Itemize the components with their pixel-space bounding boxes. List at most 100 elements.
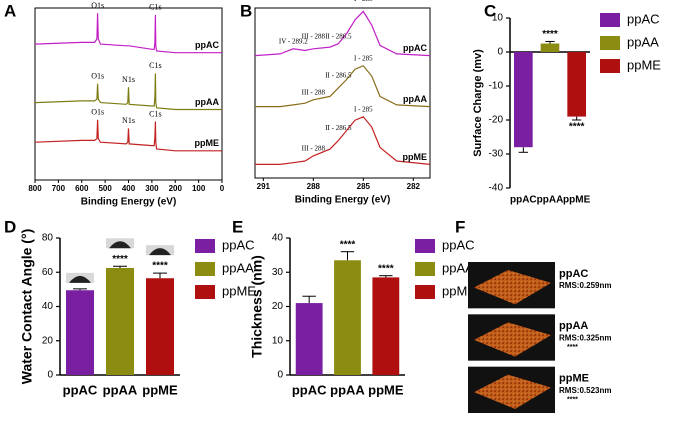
panel-letter: D	[4, 217, 16, 236]
x-tick-label: 500	[98, 184, 112, 193]
peak-label: O1s	[91, 72, 104, 81]
panel-letter: F	[455, 217, 465, 236]
peak-label: IV - 289.2	[279, 37, 308, 45]
panel-letter: C	[484, 1, 496, 20]
y-axis-label: Water Contact Angle (°)	[19, 229, 35, 384]
peak-label: I - 285	[354, 54, 373, 62]
legend-label: ppAA	[222, 260, 254, 275]
peak-label: O1s	[91, 108, 104, 117]
x-tick-label: 700	[52, 184, 66, 193]
x-axis-label: Binding Energy (eV)	[295, 195, 391, 206]
peak-label: C1s	[149, 109, 161, 118]
peak-label: II - 286.5	[325, 32, 352, 40]
x-tick-label: 100	[192, 184, 206, 193]
x-tick-label: ppME	[563, 195, 591, 206]
series-label: ppAC	[403, 43, 427, 53]
spectrum-line	[34, 73, 222, 111]
bar	[106, 267, 134, 375]
y-tick-label: 10	[272, 335, 284, 346]
significance: ****	[567, 344, 578, 351]
y-tick-label: 60	[42, 267, 54, 278]
peak-label: O1s	[91, 1, 104, 10]
x-tick-label: ppAC	[510, 195, 537, 206]
series-label: ppAA	[403, 94, 427, 104]
sample-name: ppAA	[559, 320, 588, 332]
afm-surface	[474, 374, 551, 409]
series-label: ppME	[403, 152, 428, 162]
legend-label: ppAC	[627, 11, 660, 26]
peak-label: I - 285	[354, 0, 373, 3]
peak-label: C1s	[149, 61, 161, 70]
legend-swatch	[195, 262, 215, 276]
significance: ****	[569, 122, 585, 133]
x-tick-label: ppAC	[292, 382, 327, 397]
legend-swatch	[600, 13, 620, 27]
rms-value: RMS:0.523nm	[559, 386, 611, 395]
y-tick-label: 0	[47, 370, 53, 381]
bar	[567, 52, 586, 117]
spectrum-line	[34, 119, 222, 152]
peak-label: II - 286.5	[325, 124, 352, 132]
sample-name: ppME	[559, 373, 589, 385]
x-tick-label: 200	[169, 184, 183, 193]
bar	[514, 52, 533, 148]
x-tick-label: 285	[357, 182, 371, 191]
spectrum-line	[255, 116, 431, 165]
x-tick-label: ppAA	[537, 195, 564, 206]
y-tick-label: 30	[272, 267, 284, 278]
bar	[295, 303, 323, 375]
afm-surface	[474, 322, 551, 357]
x-tick-label: ppAA	[330, 382, 365, 397]
y-axis-label: Surface Charge (mv)	[472, 49, 484, 157]
spectrum-line	[255, 65, 431, 108]
y-tick-label: -30	[489, 149, 504, 160]
legend-label: ppAC	[442, 237, 475, 252]
series-label: ppME	[195, 138, 220, 148]
y-tick-label: -40	[489, 183, 504, 194]
x-tick-label: ppME	[142, 382, 178, 397]
x-tick-label: 300	[145, 184, 159, 193]
y-tick-label: 20	[272, 301, 284, 312]
spectrum-line	[254, 10, 431, 57]
legend-swatch	[415, 262, 435, 276]
peak-label: I - 285	[354, 105, 373, 113]
peak-label: C1s	[149, 3, 161, 12]
droplet	[149, 248, 171, 256]
legend-label: ppAA	[442, 260, 474, 275]
legend-swatch	[600, 36, 620, 50]
y-tick-label: 0	[497, 47, 503, 58]
peak-label: III - 288	[302, 32, 326, 40]
panel-letter: A	[4, 1, 16, 20]
significance: ****	[340, 239, 356, 250]
significance: ****	[378, 263, 394, 274]
rms-value: RMS:0.325nm	[559, 333, 611, 342]
bar	[372, 277, 400, 375]
afm-surface	[474, 270, 551, 305]
legend-label: ppME	[222, 283, 256, 298]
series-label: ppAA	[195, 97, 219, 107]
legend-swatch	[415, 239, 435, 253]
significance: ****	[152, 261, 168, 272]
droplet	[109, 241, 131, 249]
x-tick-label: 400	[122, 184, 136, 193]
x-tick-label: 600	[75, 184, 89, 193]
bar	[66, 290, 94, 375]
x-tick-label: 291	[257, 182, 271, 191]
y-tick-label: 10	[492, 13, 504, 24]
panel-letter: E	[232, 217, 243, 236]
legend-swatch	[415, 285, 435, 299]
y-tick-label: 0	[277, 370, 283, 381]
y-axis-label: Thickness (nm)	[249, 255, 265, 358]
x-tick-label: ppAC	[63, 382, 98, 397]
legend-swatch	[600, 59, 620, 73]
y-tick-label: -10	[489, 81, 504, 92]
peak-label: N1s	[122, 116, 135, 125]
peak-label: N1s	[122, 75, 135, 84]
legend-label: ppME	[627, 57, 661, 72]
significance: ****	[542, 29, 558, 40]
plot-frame	[254, 7, 431, 179]
sample-name: ppAC	[559, 268, 588, 280]
legend-swatch	[195, 239, 215, 253]
spectrum-line	[34, 13, 222, 54]
